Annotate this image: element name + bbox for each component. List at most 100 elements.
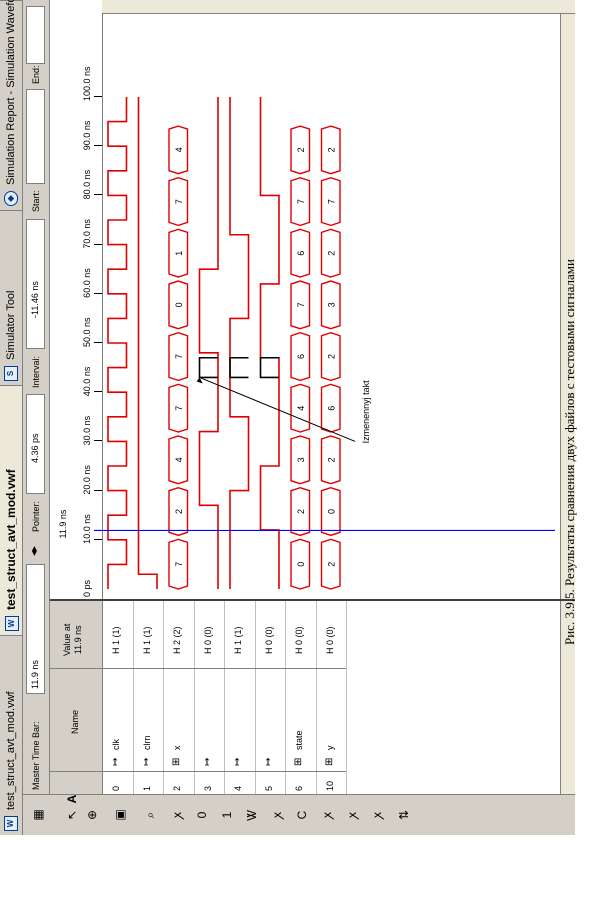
bus-value-label: 2	[326, 562, 336, 567]
bus-value-label: 0	[326, 509, 336, 514]
bus-value-label: 2	[296, 147, 306, 152]
sort-icon[interactable]: ⇅	[397, 809, 411, 821]
bus-segment	[290, 125, 311, 175]
bus-value-label: 6	[326, 406, 336, 411]
signal-name: y	[324, 745, 335, 751]
signal-row[interactable]: 5 ↦ H 0 (0)	[254, 601, 286, 794]
signal-row[interactable]: 4 ↦ H 1 (1)	[224, 601, 256, 794]
master-time-bar-label: Master Time Bar:	[31, 721, 41, 790]
signal-pin-icon[interactable]: ↦	[140, 757, 152, 766]
bus-expand-icon[interactable]: ⊞	[293, 757, 304, 766]
signal-row[interactable]: 3 ↦ H 0 (0)	[193, 601, 225, 794]
tab-simulation-report[interactable]: ◆Simulation Report - Simulation Waveform…	[0, 0, 22, 210]
bus-value-label: 7	[174, 562, 184, 567]
bus-value-label: 2	[326, 251, 336, 256]
column-divider	[102, 668, 346, 669]
pointer-label: Pointer:	[31, 500, 41, 532]
bus-segment	[168, 228, 189, 278]
count-value-icon[interactable]: C	[295, 810, 309, 820]
name-column-header[interactable]: Name	[70, 709, 80, 734]
start-label: Start:	[31, 190, 41, 212]
toolbar-frame: ▦ ↖ A ⊕ ▣ ⌕ ꭗ 0 1 Ꮤ ꭗ C ꭗ ꭗ ꭗ ⇅	[23, 794, 575, 835]
signal-header: Name Value at 11.9 ns	[50, 601, 103, 794]
bus-segment	[168, 176, 189, 227]
force-high-icon[interactable]: 1	[220, 811, 234, 819]
digital-waveform	[137, 97, 158, 589]
bus-value-label: 7	[174, 199, 184, 204]
bus-segment	[290, 331, 311, 382]
pointer-arrows[interactable]: ◂▸	[29, 545, 40, 556]
signal-name: state	[294, 730, 304, 750]
signal-index: 5	[263, 785, 274, 791]
bus-value-label: 7	[174, 406, 184, 411]
signal-value: H 0 (0)	[324, 626, 335, 654]
force-low-icon[interactable]: 0	[195, 811, 209, 819]
bus-value-label: 3	[296, 457, 306, 462]
signal-pin-icon[interactable]: ↦	[110, 757, 121, 766]
zoom-tool-icon[interactable]: ⊕	[85, 809, 99, 821]
bus-value-label: 2	[326, 147, 336, 152]
clock-value-icon[interactable]: ꭗ	[320, 811, 334, 819]
signal-index: 0	[111, 785, 121, 791]
master-time-field[interactable]: 11.9 ns	[26, 564, 45, 694]
tab-simulator-tool[interactable]: SSimulator Tool	[0, 210, 22, 385]
bus-value-label: 2	[326, 457, 336, 462]
tab-vwf-file[interactable]: Wtest_struct_avt_mod.vwf	[0, 635, 22, 835]
signal-pin-icon[interactable]: ↦	[262, 757, 274, 766]
vertical-scrollbar[interactable]	[102, 0, 575, 14]
signal-index: 2	[172, 785, 182, 791]
waveform-canvas[interactable]: 7 2 4 7 7 0 1 7 4 0 2 3 4 6 7 6 7 2 2 0 2 6 2 3 2 7 2 Izmenennyj ta…	[50, 0, 575, 599]
signal-row[interactable]: 6 ⊞ state H 0 (0)	[285, 601, 317, 794]
bus-segment	[168, 331, 189, 382]
bus-segment	[320, 228, 341, 278]
snap-icon[interactable]: ▦	[31, 809, 45, 821]
signal-row[interactable]: 10 ⊞ y H 0 (0)	[315, 601, 347, 794]
bus-segment	[290, 280, 311, 330]
arbitrary-value-icon[interactable]: ꭗ	[345, 811, 359, 819]
bus-expand-icon[interactable]: ⊞	[171, 757, 182, 766]
bus-segment	[320, 176, 341, 227]
bus-value-label: 1	[174, 251, 184, 256]
signal-row[interactable]: 1 ↦ clrn H 1 (1)	[132, 601, 164, 794]
bus-value-label: 6	[296, 251, 306, 256]
bus-segment	[168, 125, 189, 175]
figure-caption: Рис. 3.9.5. Результаты сравнения двух фа…	[562, 259, 577, 645]
signal-index: 1	[141, 785, 152, 791]
signal-value: H 0 (0)	[294, 626, 304, 654]
bus-segment	[290, 176, 311, 227]
bus-value-label: 7	[326, 199, 336, 204]
random-value-icon[interactable]: ꭗ	[370, 811, 384, 819]
signal-index: 10	[324, 780, 335, 791]
signal-pin-icon[interactable]: ↦	[232, 757, 243, 766]
full-screen-icon[interactable]: ▣	[113, 809, 127, 821]
bus-segment	[290, 228, 311, 278]
signal-value: H 0 (0)	[202, 626, 213, 654]
weak-icon[interactable]: Ꮤ	[245, 809, 259, 821]
uninitialized-icon[interactable]: ꭗ	[170, 811, 184, 819]
digital-waveform	[259, 97, 280, 589]
bus-value-label: 7	[174, 354, 184, 359]
bus-segment	[320, 125, 341, 175]
bus-segment	[168, 280, 189, 330]
tab-vwf-file-active[interactable]: Wtest_struct_avt_mod.vwf	[0, 385, 22, 635]
value-column-header[interactable]: Value at 11.9 ns	[62, 623, 83, 656]
bus-segment	[168, 538, 189, 590]
bus-value-label: 2	[326, 354, 336, 359]
bus-segment	[290, 435, 311, 485]
find-icon[interactable]: ⌕	[143, 811, 157, 819]
bus-segment	[168, 486, 189, 537]
waveform-area[interactable]: 0 ps 10.0 ns 20.0 ns 30.0 ns 40.0 ns 50.0 ns 6…	[50, 0, 575, 599]
invert-icon[interactable]: ꭗ	[270, 811, 284, 819]
signal-index: 3	[202, 785, 213, 791]
bus-expand-icon[interactable]: ⊞	[323, 757, 335, 766]
signal-row[interactable]: 0 ↦ clk H 1 (1)	[102, 601, 134, 794]
signal-pin-icon[interactable]: ↦	[201, 757, 213, 766]
end-field	[26, 6, 45, 64]
bus-value-label: 3	[326, 302, 336, 307]
time-bar-row: Master Time Bar: 11.9 ns ◂▸ Pointer: 4.3…	[23, 0, 50, 794]
bus-segment	[320, 280, 341, 330]
bus-segment	[168, 435, 189, 485]
bus-segment	[320, 435, 341, 485]
signal-index: 6	[294, 785, 304, 791]
signal-row[interactable]: 2 ⊞ x H 2 (2)	[163, 601, 195, 794]
